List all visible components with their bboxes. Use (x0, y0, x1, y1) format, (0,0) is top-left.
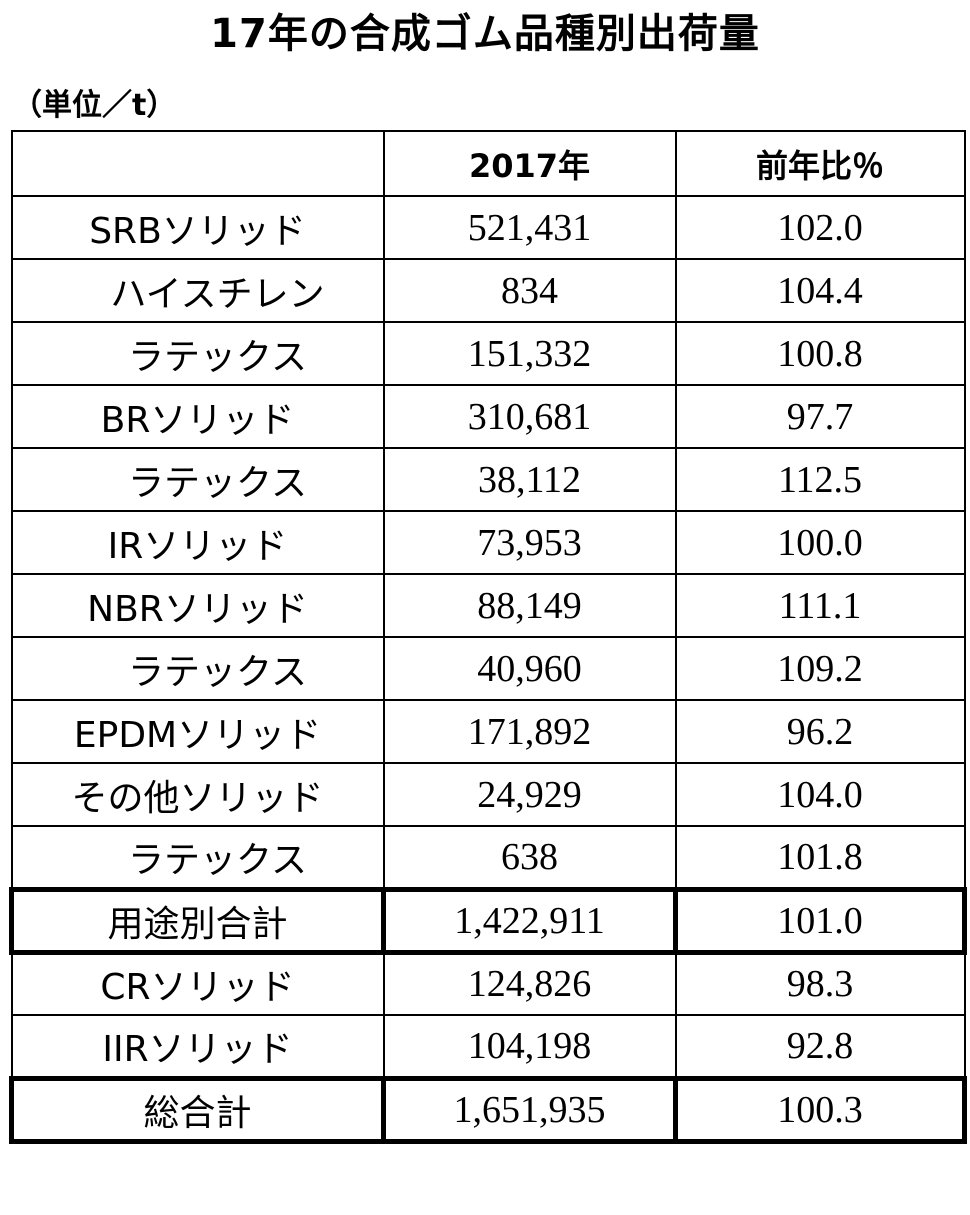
table-row: ラテックス 151,332 100.8 (10, 321, 966, 386)
row-value: 24,929 (382, 762, 677, 827)
row-label: ハイスチレン (10, 258, 385, 323)
row-value: 1,651,935 (381, 1075, 678, 1144)
shipment-table: 2017年 前年比％ SRBソリッド 521,431 102.0 ハイスチレン … (9, 130, 967, 1144)
row-value: 171,892 (382, 699, 677, 764)
table-row: ラテックス 638 101.8 (10, 825, 966, 890)
table-row: EPDMソリッド 171,892 96.2 (10, 699, 966, 764)
row-ratio: 104.0 (674, 762, 966, 827)
row-value: 124,826 (382, 951, 677, 1016)
row-label: 用途別合計 (9, 886, 386, 955)
table-header-row: 2017年 前年比％ (10, 130, 966, 197)
table-row: BRソリッド 310,681 97.7 (10, 384, 966, 449)
header-ratio: 前年比％ (674, 130, 966, 197)
table-row: ラテックス 38,112 112.5 (10, 447, 966, 512)
subtotal-row: 用途別合計 1,422,911 101.0 (9, 886, 967, 955)
table-row: NBRソリッド 88,149 111.1 (10, 573, 966, 638)
row-ratio: 111.1 (674, 573, 966, 638)
row-ratio: 97.7 (674, 384, 966, 449)
row-value: 88,149 (382, 573, 677, 638)
row-value: 834 (382, 258, 677, 323)
row-label: BRソリッド (10, 384, 385, 449)
row-ratio: 101.8 (674, 825, 966, 890)
row-label: その他ソリッド (10, 762, 385, 827)
row-label: EPDMソリッド (10, 699, 385, 764)
row-ratio: 100.8 (674, 321, 966, 386)
table-row: IIRソリッド 104,198 92.8 (10, 1014, 966, 1079)
row-ratio: 92.8 (674, 1014, 966, 1079)
row-ratio: 112.5 (674, 447, 966, 512)
header-category (10, 130, 385, 197)
table-row: ラテックス 40,960 109.2 (10, 636, 966, 701)
row-ratio: 102.0 (674, 195, 966, 260)
table-row: CRソリッド 124,826 98.3 (10, 951, 966, 1016)
row-value: 310,681 (382, 384, 677, 449)
table-row: その他ソリッド 24,929 104.0 (10, 762, 966, 827)
row-label: NBRソリッド (10, 573, 385, 638)
row-value: 151,332 (382, 321, 677, 386)
table-row: SRBソリッド 521,431 102.0 (10, 195, 966, 260)
row-value: 40,960 (382, 636, 677, 701)
row-value: 38,112 (382, 447, 677, 512)
row-label: IRソリッド (10, 510, 385, 575)
row-value: 73,953 (382, 510, 677, 575)
row-ratio: 109.2 (674, 636, 966, 701)
row-label: ラテックス (10, 321, 385, 386)
row-ratio: 104.4 (674, 258, 966, 323)
row-label: ラテックス (10, 447, 385, 512)
row-ratio: 101.0 (673, 886, 967, 955)
header-year: 2017年 (382, 130, 677, 197)
row-ratio: 98.3 (674, 951, 966, 1016)
row-ratio: 100.3 (673, 1075, 967, 1144)
row-value: 104,198 (382, 1014, 677, 1079)
row-value: 1,422,911 (381, 886, 678, 955)
row-label: SRBソリッド (10, 195, 385, 260)
grand-total-row: 総合計 1,651,935 100.3 (9, 1075, 967, 1144)
row-label: ラテックス (10, 825, 385, 890)
unit-label: （単位／t） (12, 88, 177, 123)
row-label: CRソリッド (10, 951, 385, 1016)
table-row: IRソリッド 73,953 100.0 (10, 510, 966, 575)
row-ratio: 96.2 (674, 699, 966, 764)
page-title: 17年の合成ゴム品種別出荷量 (210, 11, 760, 57)
row-ratio: 100.0 (674, 510, 966, 575)
row-label: IIRソリッド (10, 1014, 385, 1079)
row-label: ラテックス (10, 636, 385, 701)
row-value: 638 (382, 825, 677, 890)
table-row: ハイスチレン 834 104.4 (10, 258, 966, 323)
row-value: 521,431 (382, 195, 677, 260)
row-label: 総合計 (9, 1075, 386, 1144)
